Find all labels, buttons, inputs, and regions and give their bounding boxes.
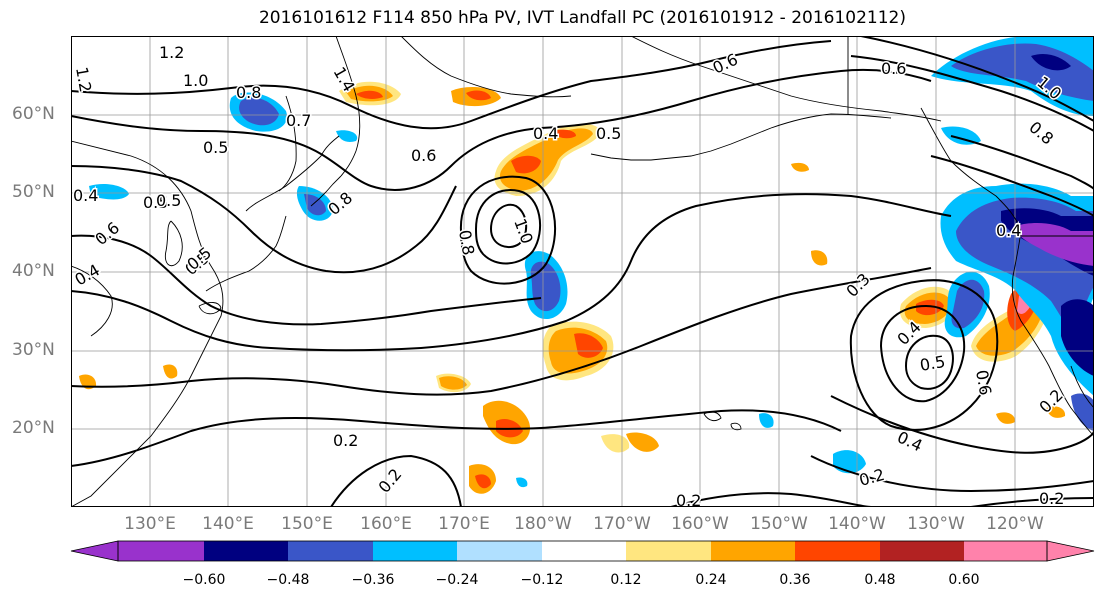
contour-label: 1.2 — [72, 65, 95, 93]
colorbar-extend-min — [71, 541, 118, 561]
colorbar-cell — [711, 541, 795, 561]
colorbar-extend-max — [1047, 541, 1094, 561]
lon-label: 150°E — [281, 514, 333, 534]
lat-label: 50°N — [12, 182, 55, 202]
lon-label: 130°W — [907, 514, 965, 534]
contour-label: 0.5 — [143, 193, 168, 212]
colorbar-cell — [373, 541, 457, 561]
map-title: 2016101612 F114 850 hPa PV, IVT Landfall… — [258, 8, 906, 28]
colorbar-cell — [542, 541, 626, 561]
colorbar-tick-label: 0.24 — [695, 572, 727, 588]
lat-label: 20°N — [12, 418, 55, 438]
colorbar-cell — [204, 541, 288, 561]
lon-label: 140°W — [828, 514, 886, 534]
colorbar-tick-label: 0.48 — [864, 572, 896, 588]
contour-label: 0.6 — [972, 368, 995, 396]
contour-label: 0.4 — [533, 124, 558, 143]
lon-label: 170°W — [593, 514, 651, 534]
contour-label: 0.6 — [411, 146, 436, 165]
ivt-pc-shading — [79, 36, 1094, 494]
colorbar-tick-label: 0.12 — [610, 572, 642, 588]
lon-label: 130°E — [124, 514, 176, 534]
colorbar-tick-label: 0.60 — [948, 572, 980, 588]
lat-label: 60°N — [12, 104, 55, 124]
contour-label: 1.0 — [183, 71, 208, 90]
colorbar-cell — [457, 541, 542, 561]
contour-label: 0.2 — [676, 491, 701, 507]
lat-label: 40°N — [12, 261, 55, 281]
colorbar-cell — [880, 541, 964, 561]
contour-label: 0.4 — [996, 221, 1021, 240]
colorbar-tick-label: −0.36 — [351, 572, 395, 588]
lon-label: 160°W — [671, 514, 729, 534]
colorbar-tick-label: 0.36 — [779, 572, 811, 588]
colorbar-cell — [288, 541, 373, 561]
contour-label: 0.7 — [286, 111, 311, 130]
pv-contours — [71, 36, 1094, 507]
contour-label: 0.5 — [596, 124, 621, 143]
contour-label: 0.8 — [236, 83, 261, 102]
grid — [71, 36, 1094, 507]
contour-label: 0.5 — [156, 191, 181, 210]
contour-label: 0.6 — [881, 59, 906, 78]
lon-label: 150°W — [750, 514, 808, 534]
lon-label: 140°E — [202, 514, 254, 534]
lon-label: 120°W — [986, 514, 1044, 534]
colorbar-tick-label: −0.48 — [266, 572, 310, 588]
colorbar-tick-label: −0.24 — [435, 572, 479, 588]
lat-label: 30°N — [12, 340, 55, 360]
colorbar-cell — [964, 541, 1047, 561]
pv-ivt-map: 1.2 1.2 1.0 1.4 0.8 0.5 0.4 0.5 0.6 0.4 … — [71, 36, 1094, 507]
lon-label: 160°E — [360, 514, 412, 534]
colorbar-tick-label: −0.12 — [520, 572, 564, 588]
lon-label: 170°E — [438, 514, 490, 534]
contour-label: 1.2 — [159, 43, 184, 62]
contour-label: 0.2 — [1039, 489, 1064, 507]
lon-label: 180°W — [514, 514, 572, 534]
contour-label: 0.2 — [333, 431, 358, 450]
colorbar — [70, 540, 1095, 562]
colorbar-tick-label: −0.60 — [182, 572, 226, 588]
contour-label: 0.4 — [73, 186, 98, 205]
colorbar-cell — [118, 541, 204, 561]
map-panel: 1.2 1.2 1.0 1.4 0.8 0.5 0.4 0.5 0.6 0.4 … — [71, 36, 1094, 507]
contour-label: 0.5 — [203, 138, 228, 157]
colorbar-cell — [795, 541, 880, 561]
coastlines — [71, 36, 1094, 507]
colorbar-cell — [626, 541, 711, 561]
